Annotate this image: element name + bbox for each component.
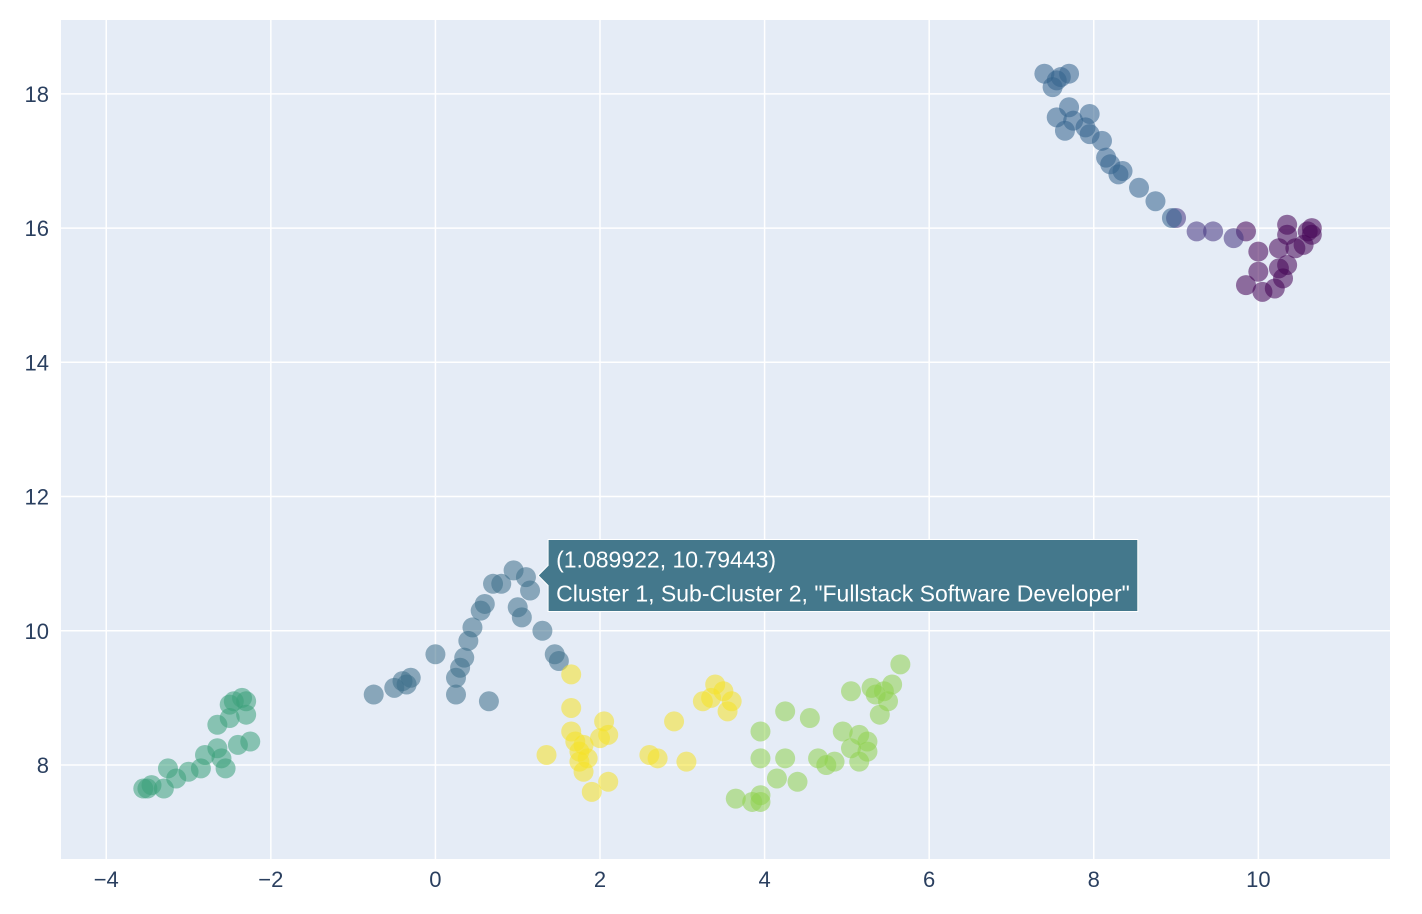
data-point[interactable] [598, 771, 619, 792]
data-point[interactable] [1273, 268, 1294, 289]
x-tick-label: 10 [1246, 867, 1270, 892]
data-point[interactable] [1145, 191, 1166, 212]
data-point[interactable] [725, 788, 746, 809]
data-point[interactable] [1235, 275, 1256, 296]
data-point[interactable] [1248, 241, 1269, 262]
x-tick-label: 6 [923, 867, 935, 892]
data-point[interactable] [1248, 261, 1269, 282]
data-point[interactable] [878, 691, 899, 712]
data-point[interactable] [536, 744, 557, 765]
data-point[interactable] [882, 674, 903, 695]
data-point[interactable] [766, 768, 787, 789]
data-point[interactable] [561, 664, 582, 685]
data-point[interactable] [511, 607, 532, 628]
data-point[interactable] [1079, 103, 1100, 124]
data-point[interactable] [581, 781, 602, 802]
x-tick-label: −2 [258, 867, 283, 892]
y-tick-label: 8 [37, 753, 49, 778]
y-tick-label: 18 [25, 82, 49, 107]
data-point[interactable] [491, 573, 512, 594]
data-point[interactable] [548, 650, 569, 671]
data-point[interactable] [561, 697, 582, 718]
data-point[interactable] [775, 701, 796, 722]
data-point[interactable] [676, 751, 697, 772]
data-point[interactable] [890, 654, 911, 675]
data-point[interactable] [236, 704, 257, 725]
data-point[interactable] [1112, 161, 1133, 182]
data-point[interactable] [787, 771, 808, 792]
y-tick-label: 16 [25, 216, 49, 241]
data-point[interactable] [577, 748, 598, 769]
data-point[interactable] [454, 647, 475, 668]
y-tick-label: 10 [25, 619, 49, 644]
data-point[interactable] [664, 711, 685, 732]
y-axis-ticks: 8 10 12 14 16 18 [25, 82, 49, 778]
hover-tooltip: (1.089922, 10.79443) Cluster 1, Sub-Clus… [537, 538, 1139, 612]
x-axis-ticks: −4 −2 0 2 4 6 8 10 [94, 867, 1271, 892]
data-point[interactable] [478, 691, 499, 712]
data-point[interactable] [840, 681, 861, 702]
y-tick-label: 14 [25, 350, 49, 375]
data-point[interactable] [1186, 221, 1207, 242]
data-points [133, 63, 1322, 812]
data-point[interactable] [832, 721, 853, 742]
data-point[interactable] [647, 748, 668, 769]
data-point[interactable] [1203, 221, 1224, 242]
data-point[interactable] [857, 741, 878, 762]
data-point[interactable] [750, 721, 771, 742]
grid-lines [61, 20, 1390, 859]
x-tick-label: −4 [94, 867, 119, 892]
y-tick-label: 12 [25, 485, 49, 510]
data-point[interactable] [598, 724, 619, 745]
x-tick-label: 4 [758, 867, 770, 892]
data-point[interactable] [1223, 228, 1244, 249]
data-point[interactable] [750, 748, 771, 769]
x-tick-label: 2 [594, 867, 606, 892]
data-point[interactable] [1059, 63, 1080, 84]
data-point[interactable] [520, 580, 541, 601]
tooltip-label: Cluster 1, Sub-Cluster 2, "Fullstack Sof… [556, 580, 1130, 606]
data-point[interactable] [363, 684, 384, 705]
data-point[interactable] [750, 791, 771, 812]
data-point[interactable] [824, 751, 845, 772]
data-point[interactable] [1129, 177, 1150, 198]
x-tick-label: 0 [429, 867, 441, 892]
plot-area [61, 20, 1390, 859]
data-point[interactable] [445, 684, 466, 705]
data-point[interactable] [215, 758, 236, 779]
data-point[interactable] [425, 644, 446, 665]
data-point[interactable] [721, 691, 742, 712]
data-point[interactable] [1091, 130, 1112, 151]
data-point[interactable] [1161, 208, 1182, 229]
data-point[interactable] [240, 731, 261, 752]
data-point[interactable] [462, 617, 483, 638]
data-point[interactable] [532, 620, 553, 641]
data-point[interactable] [400, 667, 421, 688]
x-tick-label: 8 [1088, 867, 1100, 892]
tooltip-coordinates: (1.089922, 10.79443) [556, 546, 776, 572]
data-point[interactable] [799, 708, 820, 729]
data-point[interactable] [1301, 224, 1322, 245]
data-point[interactable] [474, 593, 495, 614]
data-point[interactable] [775, 748, 796, 769]
tooltip-box [537, 538, 1139, 612]
